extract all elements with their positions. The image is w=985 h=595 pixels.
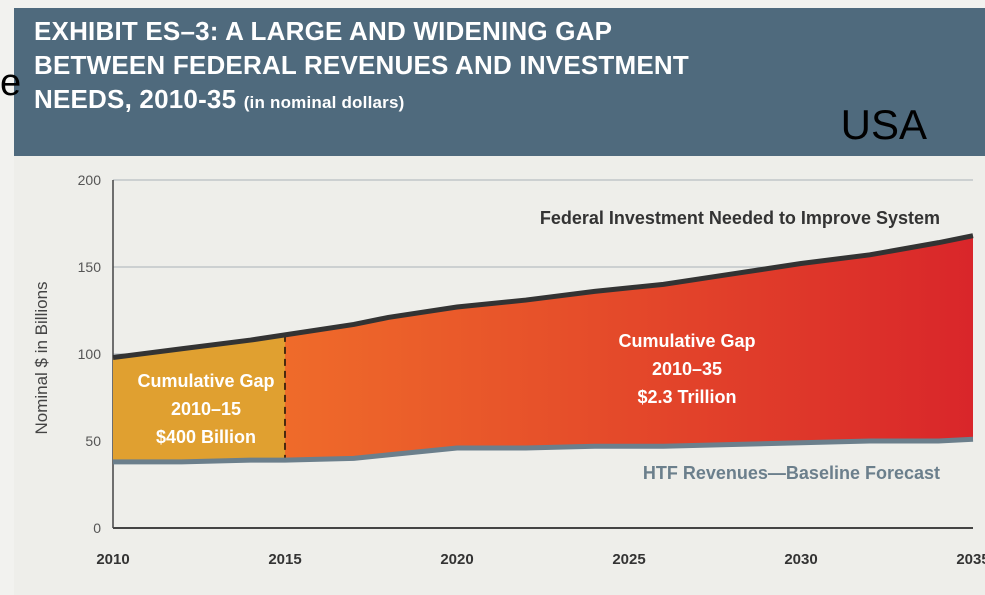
series-label-federal-investment: Federal Investment Needed to Improve Sys… bbox=[540, 208, 940, 228]
x-tick-label: 2035 bbox=[956, 551, 985, 568]
x-tick-label: 2025 bbox=[612, 551, 645, 568]
annotation-gap-2010-35-line-2: 2010–35 bbox=[652, 359, 722, 379]
gap-area-2010-15 bbox=[113, 334, 285, 462]
annotation-gap-2010-15-line-1: Cumulative Gap bbox=[137, 371, 274, 391]
annotation-gap-2010-15-line-3: $400 Billion bbox=[156, 427, 256, 447]
x-tick-label: 2010 bbox=[96, 551, 129, 568]
annotation-gap-2010-35-line-1: Cumulative Gap bbox=[618, 331, 755, 351]
title-line-2: BETWEEN FEDERAL REVENUES AND INVESTMENT bbox=[34, 50, 689, 80]
y-tick-label: 0 bbox=[93, 520, 101, 536]
series-line-htf-revenues bbox=[113, 436, 974, 465]
annotation-gap-2010-15-line-2: 2010–15 bbox=[171, 399, 241, 419]
y-axis-title: Nominal $ in Billions bbox=[32, 281, 51, 434]
title-subtitle: (in nominal dollars) bbox=[243, 93, 405, 112]
series-label-htf-revenues: HTF Revenues—Baseline Forecast bbox=[643, 463, 940, 483]
series-line-federal-investment bbox=[112, 233, 974, 360]
y-tick-label: 100 bbox=[78, 346, 102, 362]
x-tick-label: 2015 bbox=[268, 551, 301, 568]
title-line-1: EXHIBIT ES–3: A LARGE AND WIDENING GAP bbox=[34, 16, 613, 46]
x-tick-label: 2020 bbox=[440, 551, 473, 568]
title-line-3-main: NEEDS, 2010-35 bbox=[34, 84, 237, 114]
region-label: USA bbox=[840, 101, 927, 148]
y-tick-label: 50 bbox=[85, 433, 101, 449]
title-line-3: NEEDS, 2010-35 (in nominal dollars) bbox=[34, 82, 834, 120]
chart-title: EXHIBIT ES–3: A LARGE AND WIDENING GAP B… bbox=[34, 14, 834, 120]
y-tick-label: 200 bbox=[78, 172, 102, 188]
title-banner bbox=[14, 8, 985, 156]
gap-area-2010-35 bbox=[285, 235, 973, 461]
stray-glyph: e bbox=[0, 62, 22, 104]
y-tick-label: 150 bbox=[78, 259, 102, 275]
x-tick-label: 2030 bbox=[784, 551, 817, 568]
annotation-gap-2010-35-line-3: $2.3 Trillion bbox=[637, 387, 736, 407]
